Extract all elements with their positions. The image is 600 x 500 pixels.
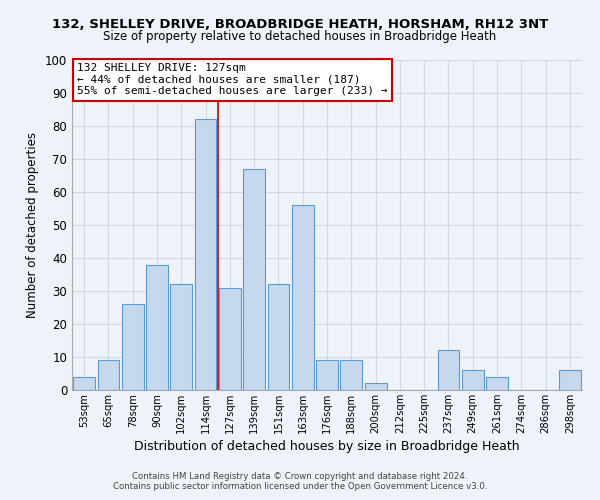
Bar (219, 288, 241, 390)
Bar (170, 284, 192, 390)
Bar (292, 205, 314, 390)
Bar (462, 370, 484, 390)
Bar (486, 377, 508, 390)
Bar (559, 370, 581, 390)
Text: 132, SHELLEY DRIVE, BROADBRIDGE HEATH, HORSHAM, RH12 3NT: 132, SHELLEY DRIVE, BROADBRIDGE HEATH, H… (52, 18, 548, 30)
X-axis label: Distribution of detached houses by size in Broadbridge Heath: Distribution of detached houses by size … (134, 440, 520, 453)
Bar (122, 304, 143, 390)
Bar (73, 377, 95, 390)
Text: Contains HM Land Registry data © Crown copyright and database right 2024.: Contains HM Land Registry data © Crown c… (132, 472, 468, 481)
Y-axis label: Number of detached properties: Number of detached properties (26, 132, 40, 318)
Text: 132 SHELLEY DRIVE: 127sqm
← 44% of detached houses are smaller (187)
55% of semi: 132 SHELLEY DRIVE: 127sqm ← 44% of detac… (77, 64, 388, 96)
Bar (340, 360, 362, 390)
Text: Contains public sector information licensed under the Open Government Licence v3: Contains public sector information licen… (113, 482, 487, 491)
Text: Size of property relative to detached houses in Broadbridge Heath: Size of property relative to detached ho… (103, 30, 497, 43)
Bar (146, 264, 168, 390)
Bar (437, 350, 460, 390)
Bar (365, 384, 386, 390)
Bar (243, 169, 265, 390)
Bar (97, 360, 119, 390)
Bar (268, 284, 289, 390)
Bar (194, 120, 217, 390)
Bar (316, 360, 338, 390)
